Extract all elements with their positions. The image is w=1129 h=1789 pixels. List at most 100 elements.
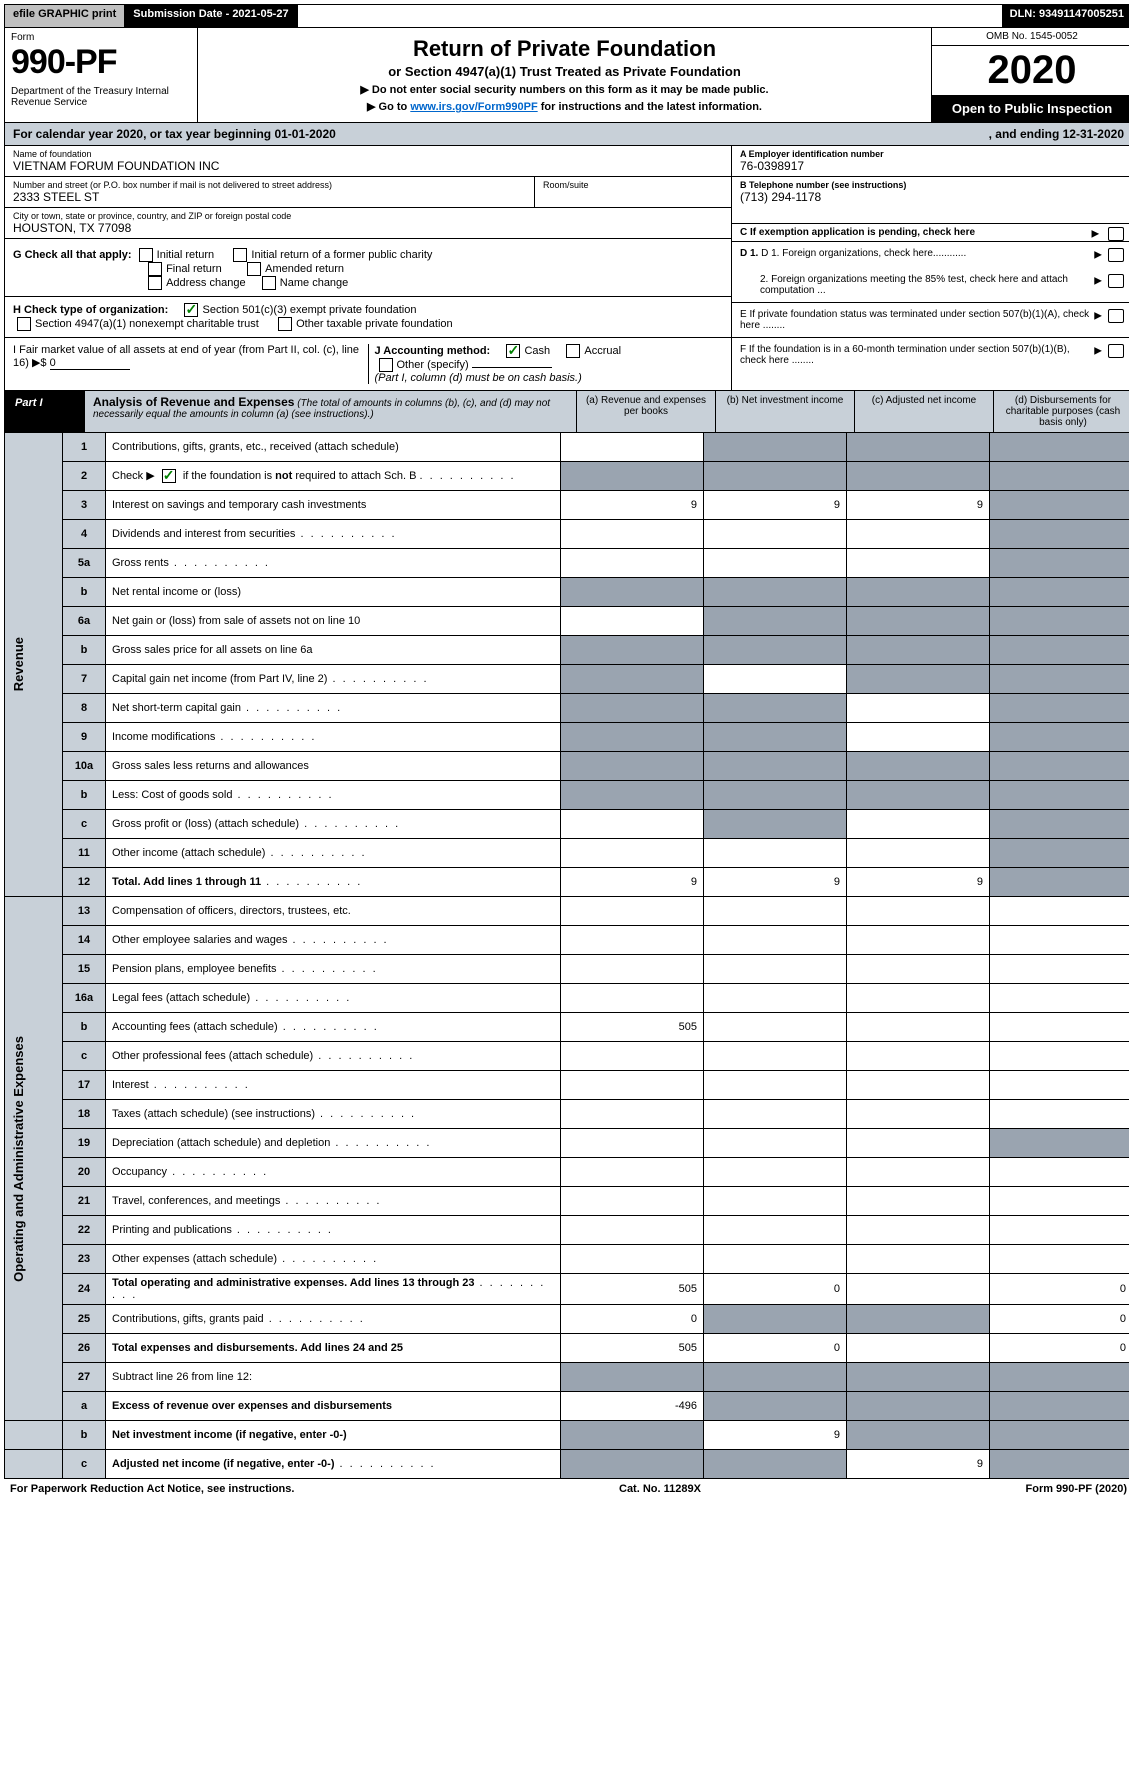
f-checkbox[interactable] (1108, 344, 1124, 358)
line-27b: Net investment income (if negative, ente… (106, 1421, 561, 1450)
501c3-checkbox[interactable] (184, 303, 198, 317)
other-specify-line (472, 367, 552, 368)
initial-return-pc-checkbox[interactable] (233, 248, 247, 262)
e-checkbox[interactable] (1108, 309, 1124, 323)
ssn-warning: ▶ Do not enter social security numbers o… (206, 83, 923, 96)
j-accr: Accrual (584, 345, 621, 357)
name-change-checkbox[interactable] (262, 276, 276, 290)
exemption-pending-cell: C If exemption application is pending, c… (732, 224, 1129, 242)
entity-info: Name of foundation VIETNAM FORUM FOUNDAT… (4, 146, 1129, 242)
line-21: Travel, conferences, and meetings (106, 1187, 561, 1216)
line-14: Other employee salaries and wages (106, 926, 561, 955)
val-25a: 0 (561, 1305, 704, 1334)
goto-post: for instructions and the latest informat… (538, 101, 762, 113)
foundation-name-cell: Name of foundation VIETNAM FORUM FOUNDAT… (5, 146, 731, 177)
val-27cc: 9 (847, 1450, 990, 1479)
line-6a: Net gain or (loss) from sale of assets n… (106, 607, 561, 636)
dln-label: DLN: 93491147005251 (1002, 5, 1129, 27)
val-25d: 0 (990, 1305, 1129, 1334)
expenses-side-label: Operating and Administrative Expenses (11, 1036, 26, 1282)
other-method-checkbox[interactable] (379, 358, 393, 372)
form-subtitle: or Section 4947(a)(1) Trust Treated as P… (206, 64, 923, 79)
line-17: Interest (106, 1071, 561, 1100)
final-return-checkbox[interactable] (148, 262, 162, 276)
g-amend: Amended return (265, 263, 344, 275)
j-note: (Part I, column (d) must be on cash basi… (375, 372, 582, 384)
c-checkbox[interactable] (1108, 227, 1124, 241)
table-row: 8Net short-term capital gain (5, 694, 1129, 723)
h-other: Other taxable private foundation (296, 318, 453, 330)
table-row: 21Travel, conferences, and meetings (5, 1187, 1129, 1216)
calyear-end: , and ending 12-31-2020 (989, 127, 1124, 141)
line-10b: Less: Cost of goods sold (106, 781, 561, 810)
h-4947: Section 4947(a)(1) nonexempt charitable … (35, 318, 259, 330)
d2-row: 2. Foreign organizations meeting the 85%… (732, 268, 1129, 303)
efile-print-button[interactable]: efile GRAPHIC print (5, 5, 125, 27)
line-6b: Gross sales price for all assets on line… (106, 636, 561, 665)
g-init: Initial return (157, 249, 214, 261)
line-18: Taxes (attach schedule) (see instruction… (106, 1100, 561, 1129)
part1-table: Revenue 1Contributions, gifts, grants, e… (4, 433, 1129, 1479)
line-8: Net short-term capital gain (106, 694, 561, 723)
g-init-pc: Initial return of a former public charit… (251, 249, 432, 261)
h-label: H Check type of organization: (13, 304, 168, 316)
header-center: Return of Private Foundation or Section … (198, 28, 931, 122)
top-bar: efile GRAPHIC print Submission Date - 20… (4, 4, 1129, 28)
line-19: Depreciation (attach schedule) and deple… (106, 1129, 561, 1158)
val-24d: 0 (990, 1274, 1129, 1305)
table-row: bLess: Cost of goods sold (5, 781, 1129, 810)
goto-line: ▶ Go to www.irs.gov/Form990PF for instru… (206, 100, 923, 113)
table-row: 24Total operating and administrative exp… (5, 1274, 1129, 1305)
accrual-checkbox[interactable] (566, 344, 580, 358)
line-15: Pension plans, employee benefits (106, 955, 561, 984)
line-20: Occupancy (106, 1158, 561, 1187)
initial-return-checkbox[interactable] (139, 248, 153, 262)
line-9: Income modifications (106, 723, 561, 752)
d2-checkbox[interactable] (1108, 274, 1124, 288)
city-cell: City or town, state or province, country… (5, 208, 731, 239)
d1-checkbox[interactable] (1108, 248, 1124, 262)
line-5a: Gross rents (106, 549, 561, 578)
part1-label: Part I (5, 391, 85, 432)
irs-link[interactable]: www.irs.gov/Form990PF (410, 101, 537, 113)
omb-number: OMB No. 1545-0052 (932, 28, 1129, 46)
address-change-checkbox[interactable] (148, 276, 162, 290)
val-3a: 9 (561, 491, 704, 520)
sch-b-checkbox[interactable] (162, 469, 176, 483)
line-24: Total operating and administrative expen… (106, 1274, 561, 1305)
d2-text: 2. Foreign organizations meeting the 85%… (740, 274, 1094, 296)
department-label: Department of the Treasury Internal Reve… (11, 86, 191, 108)
tax-year: 2020 (932, 46, 1129, 95)
table-row: cAdjusted net income (if negative, enter… (5, 1450, 1129, 1479)
table-row: 11Other income (attach schedule) (5, 839, 1129, 868)
table-row: 23Other expenses (attach schedule) (5, 1245, 1129, 1274)
table-row: aExcess of revenue over expenses and dis… (5, 1392, 1129, 1421)
table-row: bGross sales price for all assets on lin… (5, 636, 1129, 665)
h-501: Section 501(c)(3) exempt private foundat… (202, 304, 416, 316)
line-12: Total. Add lines 1 through 11 (106, 868, 561, 897)
other-taxable-checkbox[interactable] (278, 317, 292, 331)
val-24b: 0 (704, 1274, 847, 1305)
table-row: cGross profit or (loss) (attach schedule… (5, 810, 1129, 839)
goto-pre: ▶ Go to (367, 101, 410, 113)
table-row: 10aGross sales less returns and allowanc… (5, 752, 1129, 781)
room-suite-cell: Room/suite (535, 177, 731, 208)
j-label: J Accounting method: (375, 345, 491, 357)
line-27: Subtract line 26 from line 12: (106, 1363, 561, 1392)
table-row: 18Taxes (attach schedule) (see instructi… (5, 1100, 1129, 1129)
table-row: bNet investment income (if negative, ent… (5, 1421, 1129, 1450)
line-3: Interest on savings and temporary cash i… (106, 491, 561, 520)
name-label: Name of foundation (13, 149, 723, 159)
col-b-head: (b) Net investment income (715, 391, 854, 432)
table-row: bNet rental income or (loss) (5, 578, 1129, 607)
table-row: 2Check ▶ if the foundation is not requir… (5, 462, 1129, 491)
ein-cell: A Employer identification number 76-0398… (732, 146, 1129, 177)
amended-return-checkbox[interactable] (247, 262, 261, 276)
f-row: F If the foundation is in a 60-month ter… (732, 338, 1129, 372)
line-10c: Gross profit or (loss) (attach schedule) (106, 810, 561, 839)
4947-checkbox[interactable] (17, 317, 31, 331)
form-header: Form 990-PF Department of the Treasury I… (4, 28, 1129, 123)
section-ij: I Fair market value of all assets at end… (5, 338, 731, 390)
cash-checkbox[interactable] (506, 344, 520, 358)
page-footer: For Paperwork Reduction Act Notice, see … (4, 1479, 1129, 1499)
